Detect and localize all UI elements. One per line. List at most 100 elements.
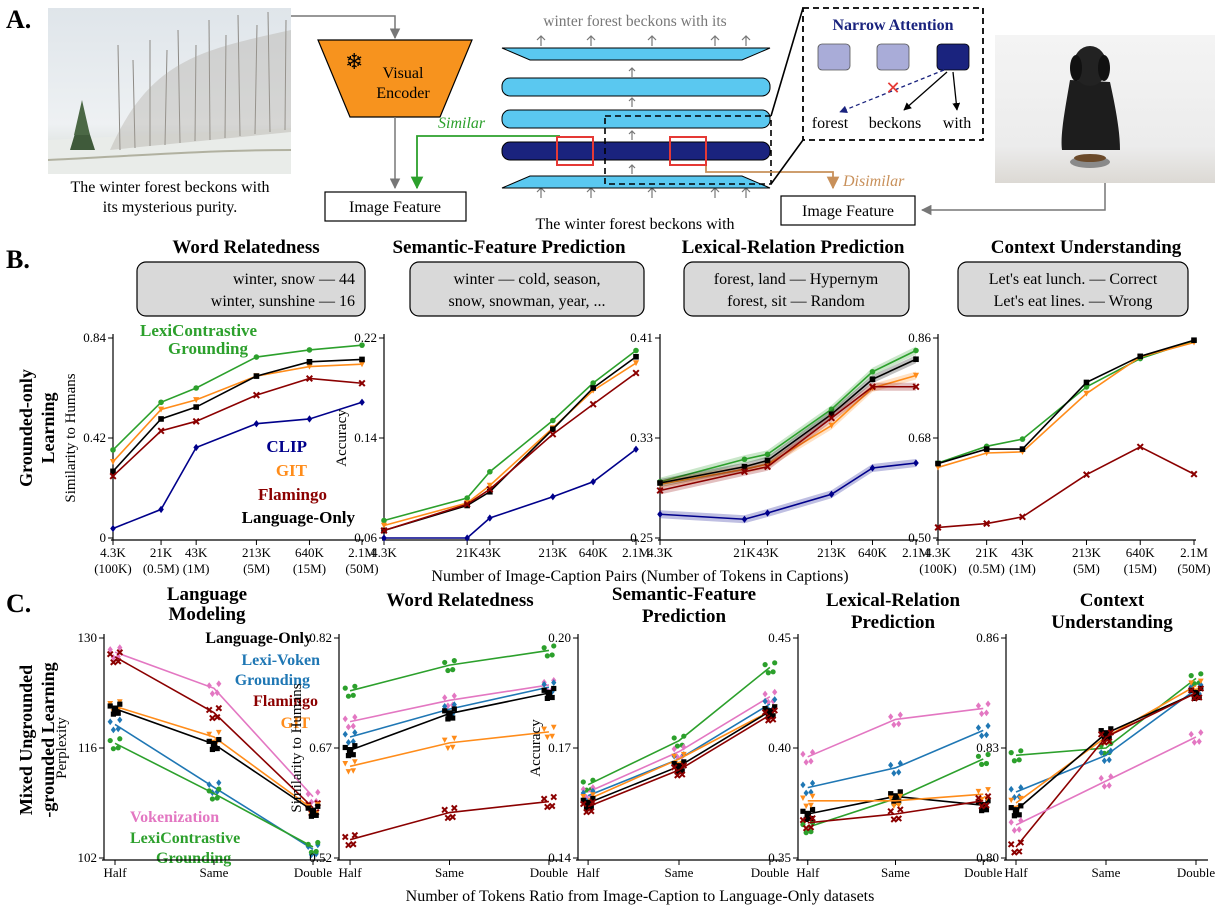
point-language-only	[345, 753, 352, 759]
point-lexicontrastive-grounding	[633, 347, 639, 354]
y-tick-label: 0.17	[548, 740, 571, 755]
y-tick-label: 0.14	[354, 430, 377, 445]
x-tick-label: 640K	[579, 545, 609, 560]
point-vokenization	[896, 720, 902, 728]
point-vokenization	[214, 689, 220, 697]
b1-legend-lcg-line1: LexiContrastive	[140, 321, 258, 340]
point-clip	[253, 420, 260, 428]
disimilar-label: Disimilar	[842, 173, 905, 190]
c2-title: Word Relatedness	[386, 590, 533, 611]
point-vokenization	[1016, 826, 1022, 833]
point-git	[380, 522, 388, 529]
x-tick-label: 2.1M	[902, 545, 930, 560]
point-git	[157, 406, 165, 413]
point-language-only	[110, 468, 116, 475]
point-language-only	[110, 711, 116, 717]
point-language-only	[975, 799, 982, 806]
line-git	[807, 793, 984, 802]
point-lexi-voken-grounding	[541, 681, 547, 688]
point-language-only	[1083, 379, 1090, 386]
point-lexi-voken-grounding	[117, 716, 123, 724]
point-flamingo	[771, 707, 779, 714]
line-lexicontrastive-grounding	[1015, 677, 1197, 757]
point-language-only	[445, 716, 451, 722]
b1-legend-flamingo: Flamingo	[258, 485, 327, 504]
point-language-only	[549, 694, 555, 701]
point-vokenization	[445, 702, 451, 710]
point-git	[891, 803, 897, 810]
left-image-feature-box	[324, 191, 467, 222]
c3-title-line2: Prediction	[642, 606, 727, 627]
line-lexicontrastive-grounding	[587, 666, 771, 786]
chart-1: 0.840.4204.3K(100K)21K(0.5M)43K(1M)213K(…	[63, 330, 379, 576]
x-tick-sublabel: (0.5M)	[968, 561, 1004, 576]
point-language-only	[315, 803, 321, 809]
point-lexi-voken-grounding	[1106, 756, 1112, 764]
chart-3: 0.41 0.33 0.254.3K 21K 43K 213K 640K 2.1M	[630, 330, 930, 560]
point-lexi-voken-grounding	[762, 697, 768, 705]
point-vokenization	[809, 748, 816, 756]
point-flamingo	[1190, 470, 1198, 478]
point-lexicontrastive-grounding	[381, 517, 387, 524]
point-git	[550, 724, 557, 731]
point-flamingo	[807, 823, 815, 831]
point-flamingo	[678, 771, 686, 778]
y-axis-label: Similarity to Humans	[63, 373, 79, 502]
inset-word-beckons: beckons	[869, 115, 921, 132]
c4-title-line2: Prediction	[851, 612, 936, 633]
point-vokenization	[451, 692, 457, 700]
line-vokenization	[349, 684, 550, 723]
x-tick-label: Same	[1092, 865, 1121, 880]
c5-title-line2: Understanding	[1051, 612, 1173, 633]
point-git	[590, 792, 596, 798]
x-tick-label: Same	[200, 865, 229, 880]
point-flamingo	[632, 369, 640, 377]
point-language-only	[580, 797, 586, 803]
point-git	[1008, 797, 1015, 804]
point-lexicontrastive-grounding	[985, 751, 991, 758]
point-language-only-mean	[1012, 807, 1020, 814]
x-tick-label: Double	[530, 865, 569, 880]
point-language-only	[1008, 805, 1014, 811]
point-lexi-voken-grounding	[206, 781, 212, 788]
point-flamingo	[110, 658, 117, 666]
point-flamingo	[548, 802, 556, 810]
point-language-only	[442, 708, 448, 714]
line-language-only	[112, 358, 363, 472]
narrow-attention-inset: Narrow Attention ✕ forest beckons with	[802, 7, 984, 141]
point-lexicontrastive-grounding	[674, 743, 681, 749]
dog-photo	[995, 35, 1215, 183]
point-clip	[487, 514, 493, 522]
panel-b-row-label-line1: Grounded-only	[16, 369, 36, 487]
point-git	[306, 363, 313, 370]
x-tick-label: 640K	[295, 545, 325, 560]
point-flamingo	[192, 417, 200, 425]
line-flamingo	[807, 800, 984, 824]
point-git	[580, 794, 587, 800]
point-git	[897, 793, 904, 800]
x-tick-sublabel: (1M)	[183, 561, 210, 576]
point-lexicontrastive-grounding	[681, 733, 687, 739]
point-flamingo	[1136, 443, 1144, 451]
point-vokenization	[345, 723, 352, 731]
point-clip	[764, 509, 771, 517]
point-language-only	[983, 446, 990, 452]
point-vokenization	[1196, 738, 1202, 745]
c1-legend-git: GIT	[281, 715, 311, 732]
point-git	[632, 360, 640, 367]
point-vokenization	[765, 698, 771, 706]
inset-word-with: with	[943, 115, 971, 132]
point-vokenization	[308, 798, 314, 806]
point-flamingo	[868, 383, 876, 391]
line-flamingo	[659, 385, 916, 492]
point-git	[1017, 795, 1024, 802]
point-clip	[193, 443, 199, 452]
point-git	[985, 787, 991, 793]
point-vokenization	[1098, 774, 1104, 782]
point-language-only	[671, 761, 677, 767]
point-vokenization	[975, 702, 982, 710]
point-git	[445, 745, 451, 752]
point-lexi-voken-grounding	[442, 703, 448, 710]
point-vokenization	[1101, 783, 1107, 790]
x-tick-label: 2.1M	[348, 545, 376, 560]
